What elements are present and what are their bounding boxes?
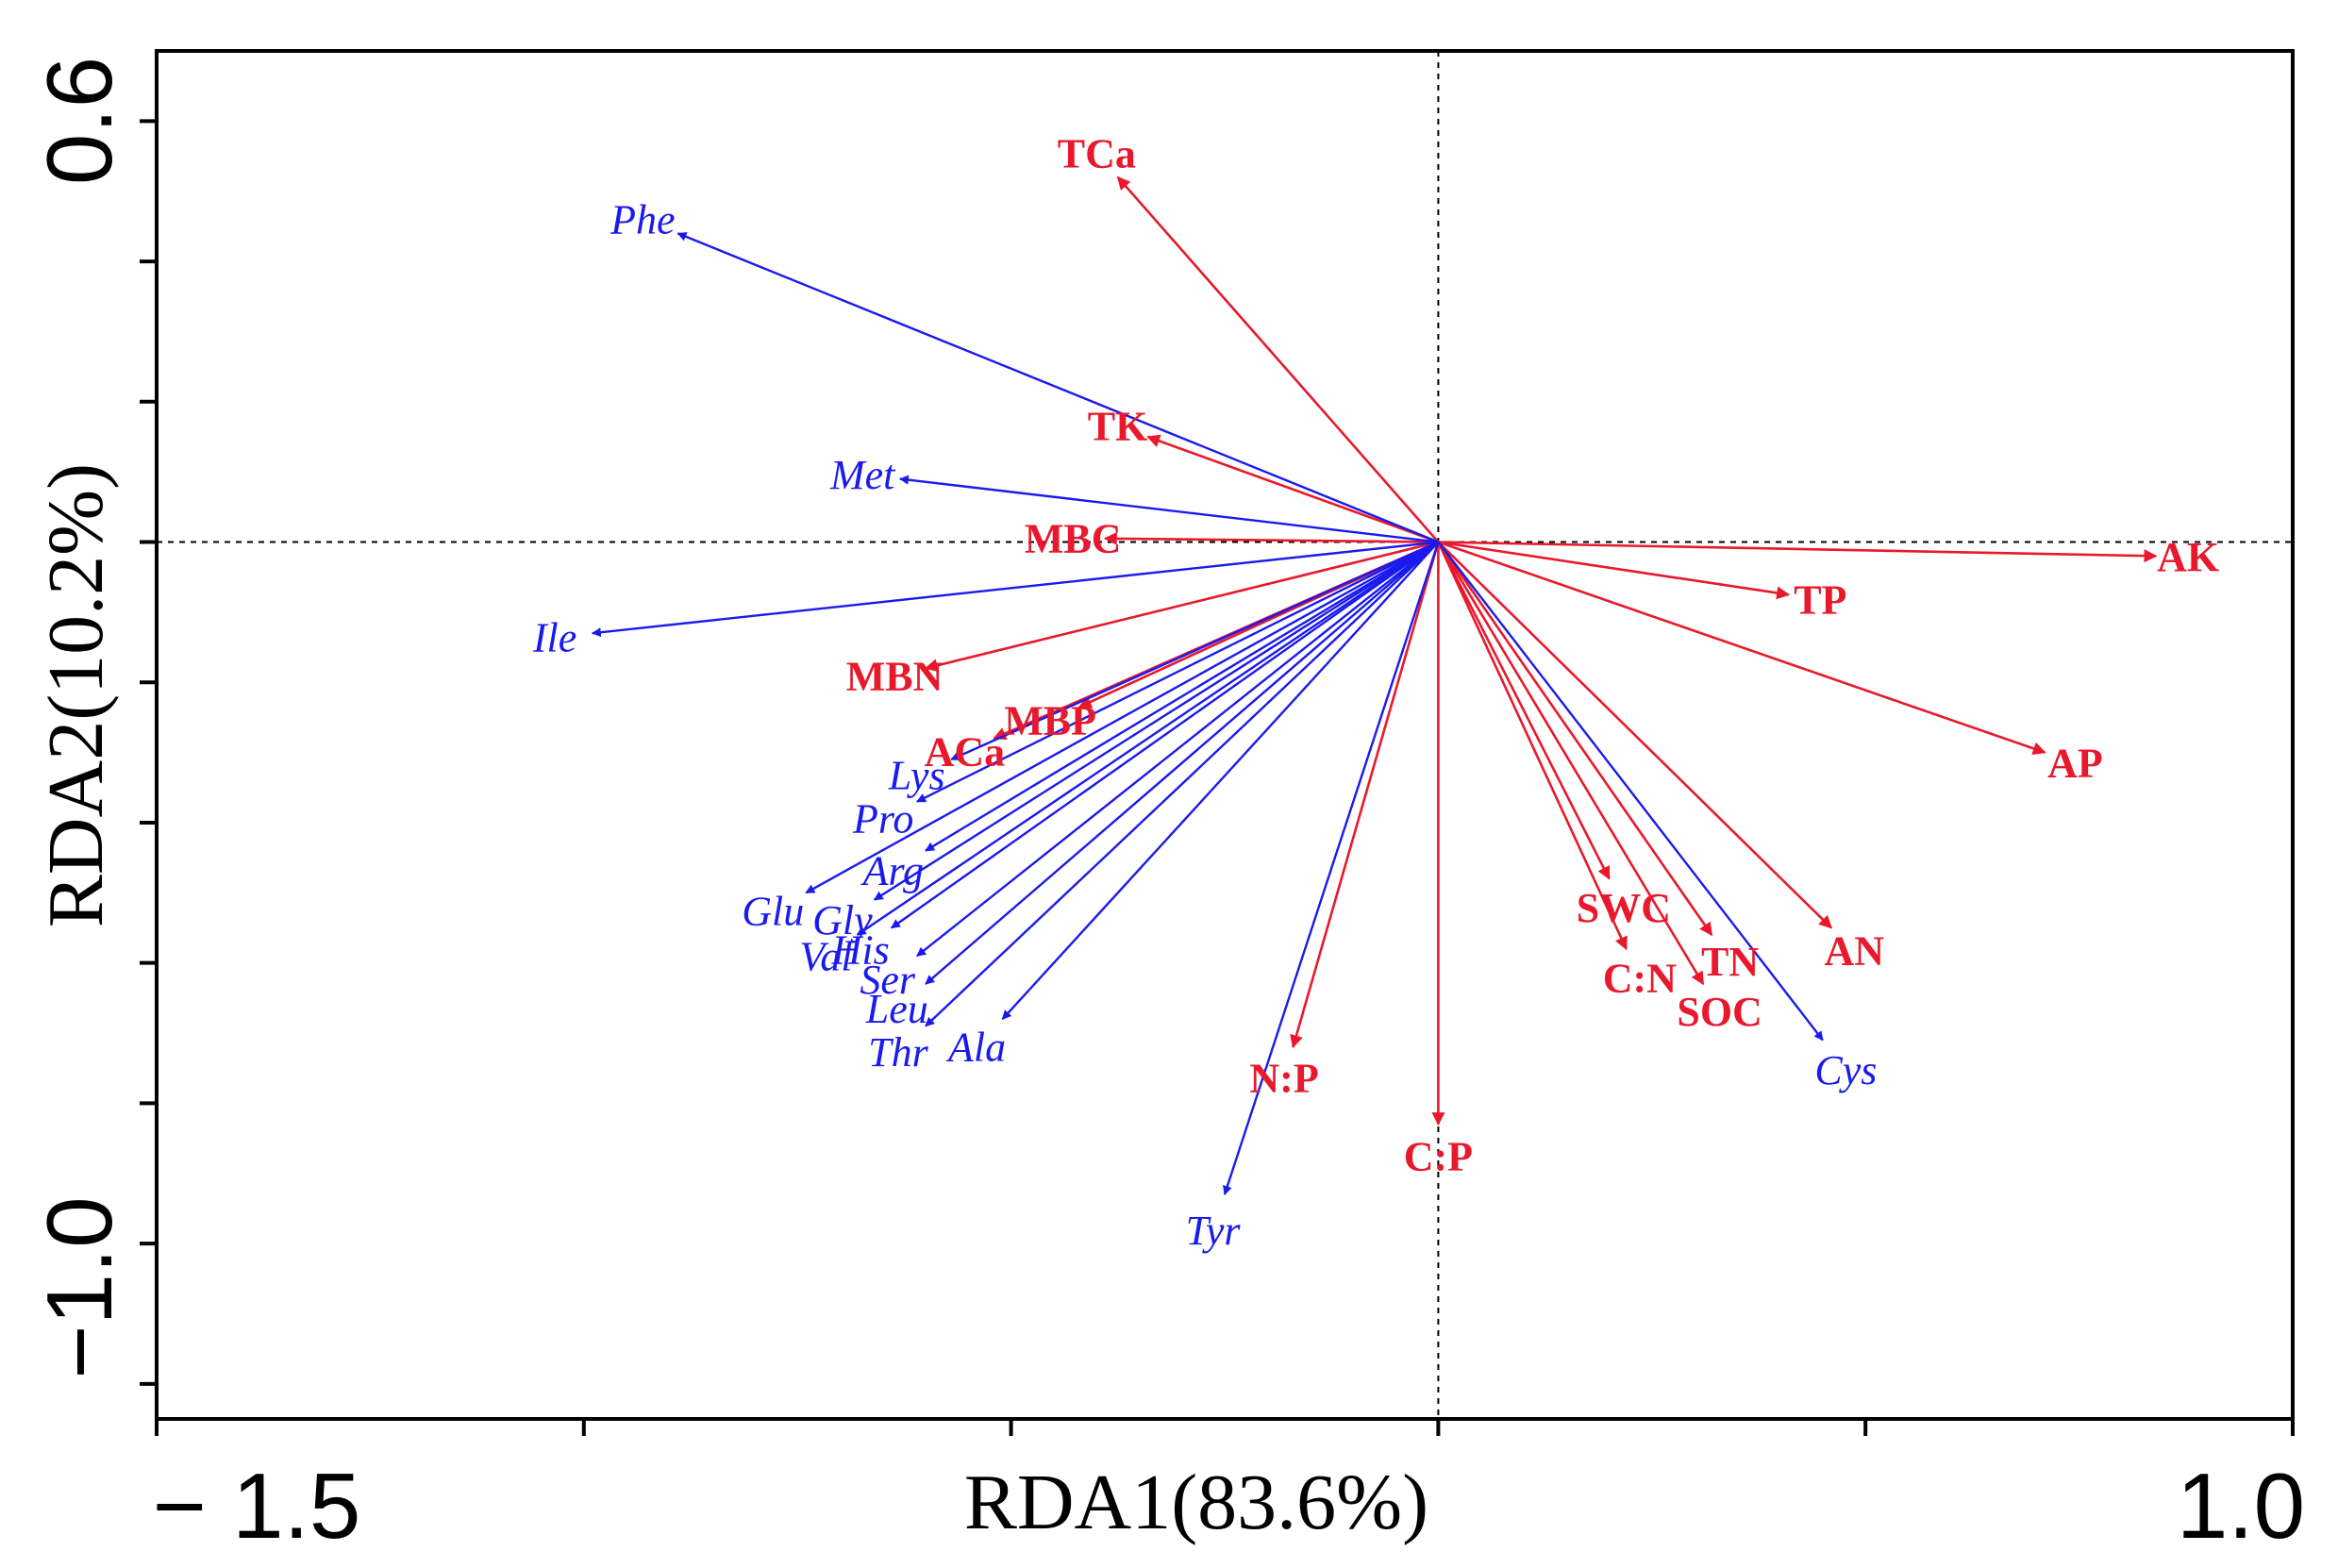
species-vector-leu (925, 541, 1440, 985)
y-axis-title: RDA2(10.2%) (32, 463, 120, 927)
species-label-glu: Glu (742, 889, 804, 935)
y-tick-label-max: 0.6 (27, 57, 131, 185)
env-label-mbn: MBN (846, 653, 944, 699)
plot-frame (155, 49, 2295, 1421)
env-label-tn: TN (1701, 939, 1759, 985)
species-label-leu: Leu (865, 986, 928, 1032)
biplot-vectors (591, 175, 2158, 1196)
env-vector-mbc (1103, 531, 1439, 545)
env-label-c-n: C:N (1603, 956, 1677, 1002)
species-label-cys: Cys (1814, 1047, 1877, 1093)
species-vector-ala (1001, 541, 1440, 1020)
species-label-thr: Thr (868, 1029, 928, 1076)
species-label-phe: Phe (610, 196, 675, 242)
env-vector-ap (1437, 541, 2046, 756)
env-vector-soc (1437, 541, 1705, 986)
species-label-tyr: Tyr (1186, 1208, 1242, 1254)
species-vector-thr (925, 541, 1440, 1027)
x-tick-label-max: 1.0 (2177, 1454, 2305, 1558)
species-label-ser: Ser (860, 957, 916, 1003)
species-vector-cys (1437, 541, 1824, 1042)
species-label-arg: Arg (860, 847, 924, 893)
axis-ticks (140, 119, 2295, 1436)
species-vector-glu (805, 541, 1439, 894)
species-label-ile: Ile (532, 614, 576, 660)
x-axis-title: RDA1(83.6%) (964, 1459, 1428, 1546)
env-label-tk: TK (1088, 403, 1148, 449)
species-vector-gly (873, 541, 1440, 901)
species-vector-val (856, 541, 1440, 936)
env-vector-c-n (1437, 541, 1628, 951)
species-vector-ile (591, 541, 1439, 638)
env-label-mbp: MBP (1004, 697, 1096, 743)
env-vector-swc (1437, 541, 1611, 880)
env-label-tca: TCa (1058, 130, 1136, 176)
species-label-val: Val (799, 933, 852, 979)
species-vector-met (898, 475, 1439, 543)
env-vector-tca (1116, 175, 1440, 543)
env-vector-tp (1438, 541, 1791, 600)
env-vector-tn (1437, 541, 1713, 937)
species-vector-pro (916, 541, 1439, 803)
species-label-gly: Gly (812, 897, 873, 943)
env-vector-mbn (924, 541, 1439, 673)
species-vector-phe (676, 232, 1439, 543)
env-label-soc: SOC (1677, 989, 1762, 1035)
env-label-n-p: N:P (1249, 1056, 1318, 1102)
env-label-tp: TP (1794, 576, 1846, 623)
species-vector-ser (916, 541, 1440, 958)
env-label-an: AN (1824, 927, 1884, 974)
species-vector-arg (925, 541, 1440, 852)
species-vector-lys (950, 541, 1439, 761)
species-vector-his (890, 541, 1440, 929)
env-vector-tk (1146, 434, 1439, 543)
env-vector-n-p (1290, 542, 1440, 1049)
env-label-aca: ACa (925, 728, 1006, 775)
env-label-swc: SWC (1577, 885, 1671, 931)
x-tick-label-min: − 1.5 (153, 1454, 361, 1558)
species-label-met: Met (829, 452, 896, 498)
species-label-his: His (831, 927, 890, 974)
species-label-ala: Ala (945, 1025, 1006, 1071)
env-vector-ak (1438, 541, 2158, 563)
env-label-c-p: C:P (1404, 1134, 1473, 1180)
species-label-lys: Lys (888, 752, 945, 798)
env-label-mbc: MBC (1025, 515, 1122, 561)
species-label-pro: Pro (852, 795, 913, 842)
env-label-ak: AK (2157, 534, 2219, 580)
env-label-ap: AP (2047, 741, 2103, 787)
y-tick-label-min: −1.0 (27, 1196, 131, 1378)
species-vector-tyr (1223, 542, 1440, 1196)
env-vector-an (1437, 541, 1832, 929)
